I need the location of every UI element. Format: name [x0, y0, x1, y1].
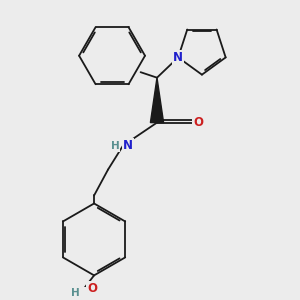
Text: O: O: [87, 282, 97, 295]
Text: H: H: [111, 141, 119, 151]
Text: O: O: [193, 116, 203, 129]
Polygon shape: [150, 78, 164, 123]
Text: N: N: [173, 51, 183, 64]
Text: H: H: [71, 288, 80, 298]
Text: N: N: [123, 139, 133, 152]
